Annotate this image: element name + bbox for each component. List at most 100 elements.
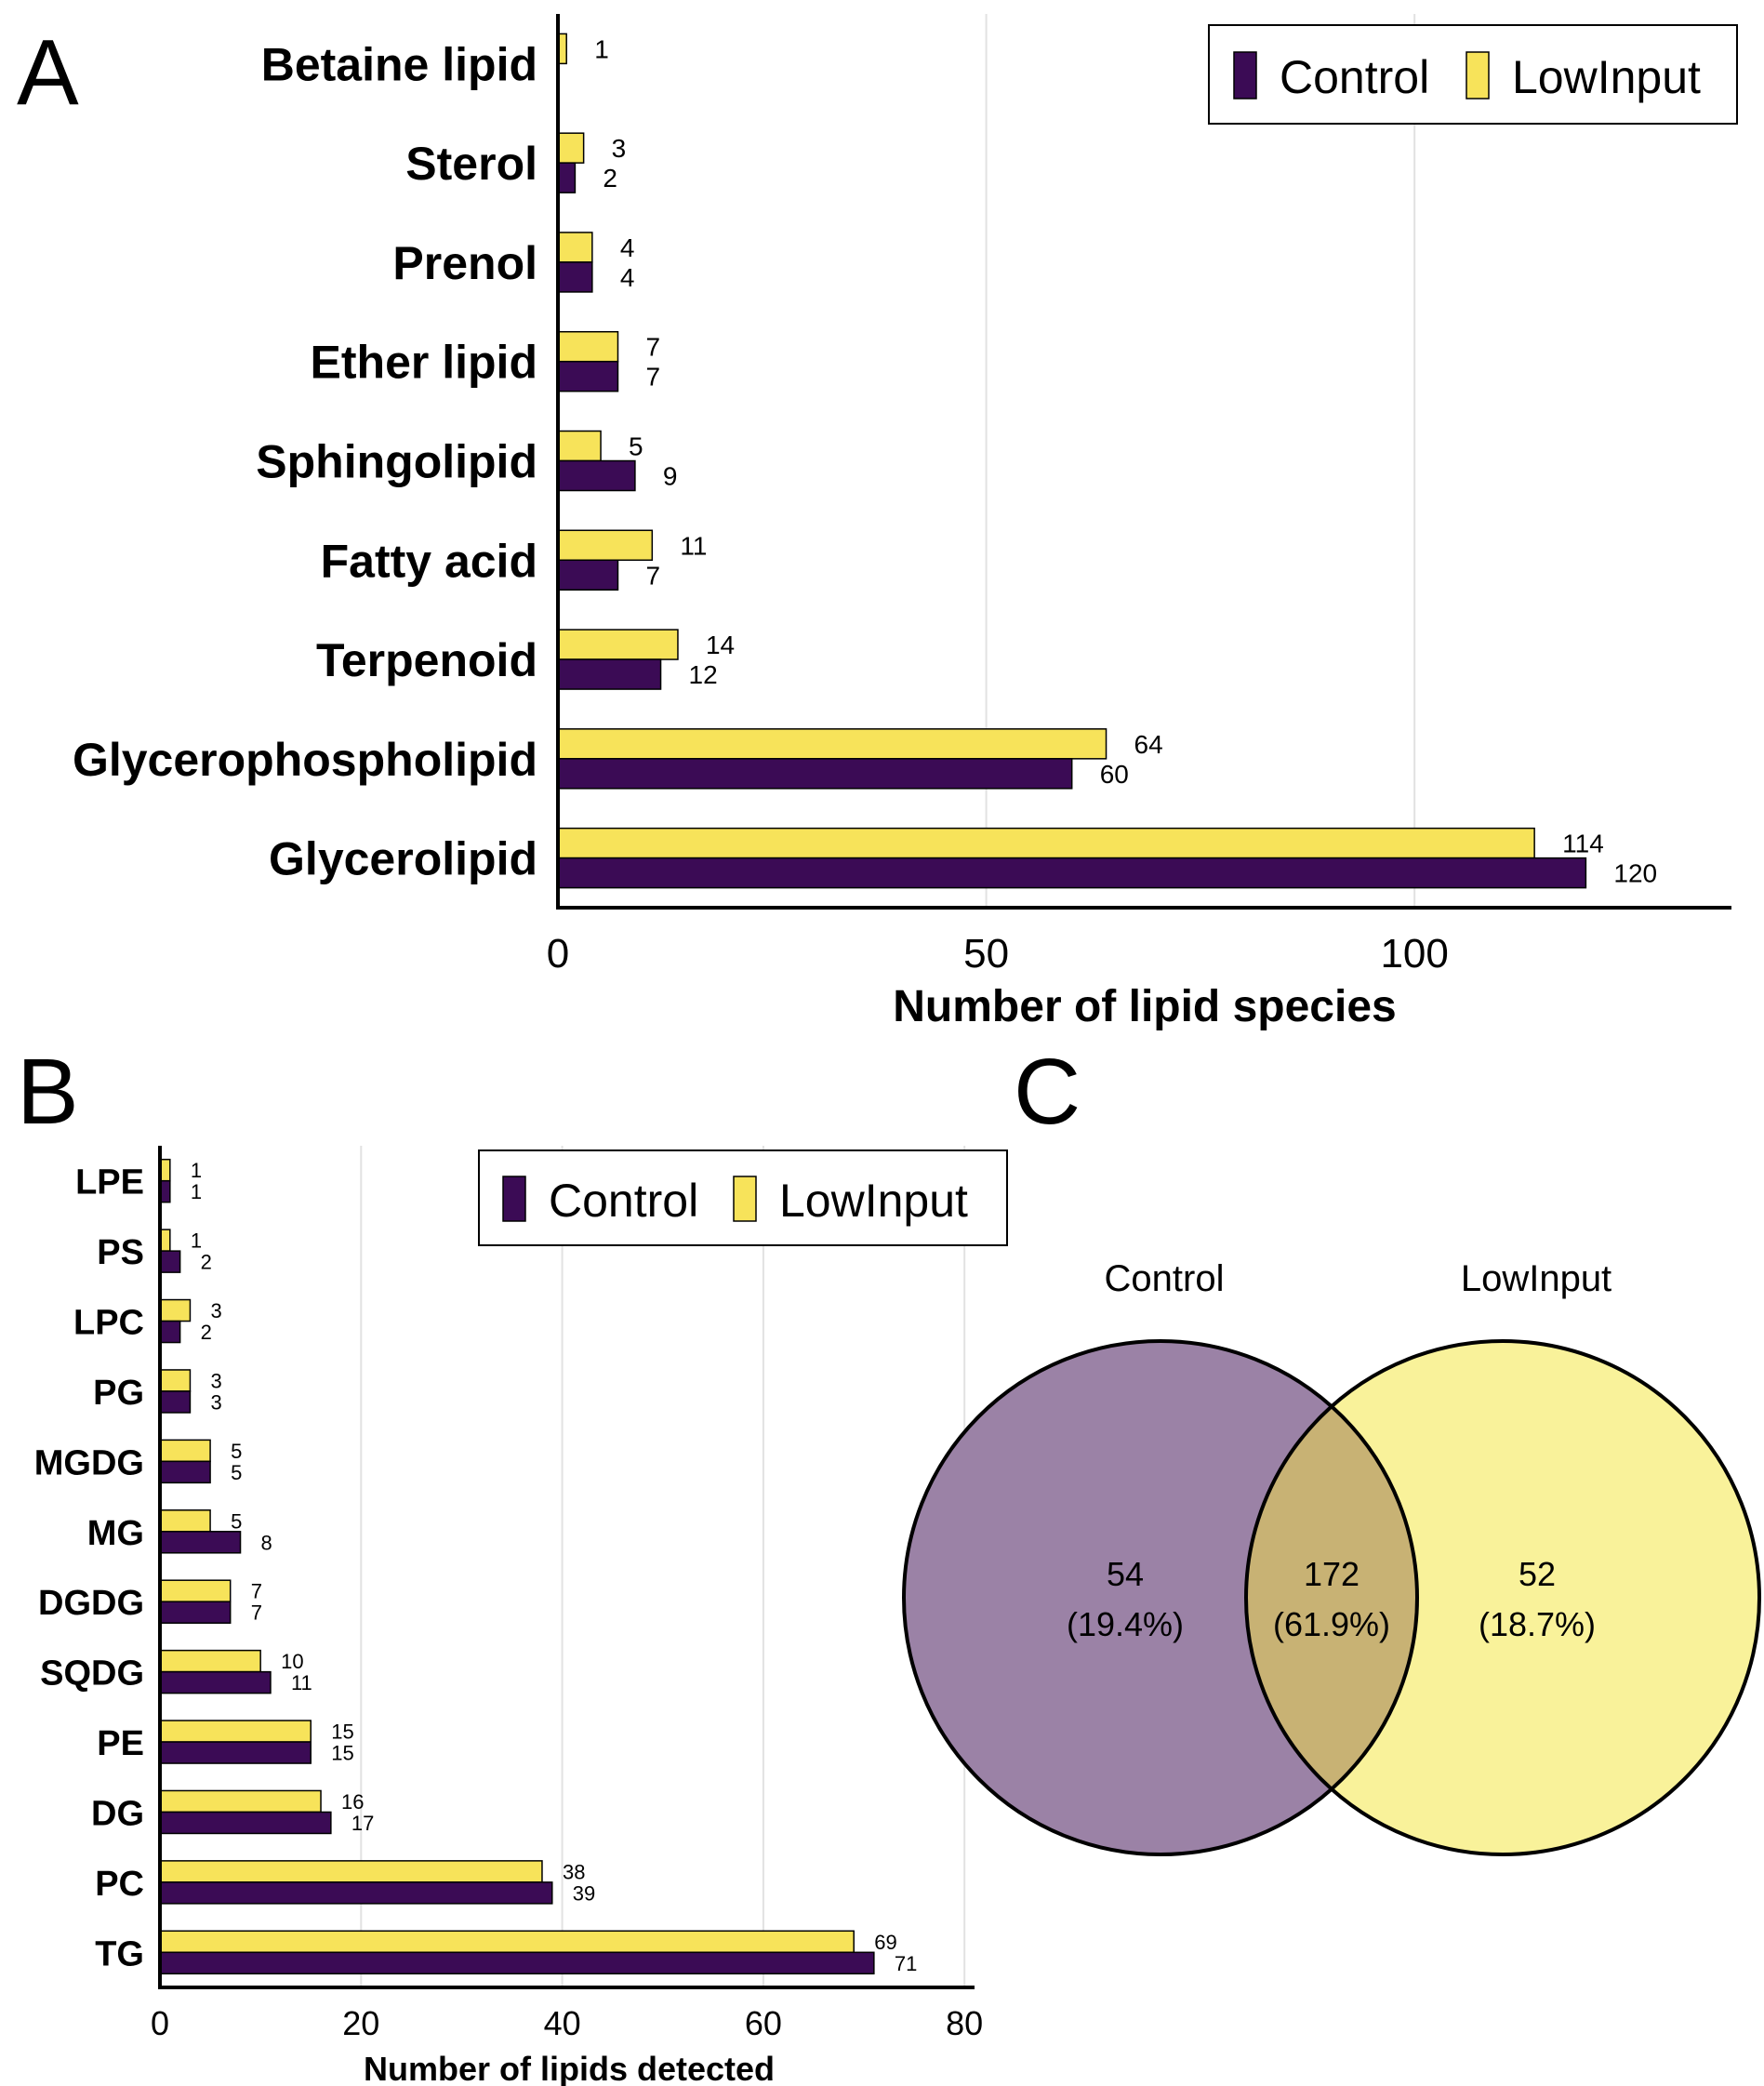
chart-a-value-lowinput-terpenoid: 14 xyxy=(706,631,735,659)
chart-b-category-lpe: LPE xyxy=(75,1163,144,1202)
chart-b-x-tick-label: 20 xyxy=(342,2004,379,2042)
chart-a-bar-lowinput-ether-lipid xyxy=(557,330,619,363)
chart-a-legend-control-swatch xyxy=(1233,51,1257,100)
chart-b-value-control-dg: 17 xyxy=(351,1812,374,1835)
chart-b-bar-lowinput-dg xyxy=(159,1789,322,1814)
venn-lowinput-only-count: 52 xyxy=(1519,1555,1556,1593)
chart-b-value-control-pg: 3 xyxy=(210,1390,221,1414)
chart-b-category-tg: TG xyxy=(95,1934,144,1973)
chart-b-value-lowinput-dgdg: 7 xyxy=(251,1580,262,1603)
chart-a-bar-lowinput-prenol xyxy=(557,232,593,263)
venn-overlap-count: 172 xyxy=(1304,1555,1359,1593)
chart-a-value-lowinput-betaine-lipid: 1 xyxy=(594,34,609,63)
chart-b-category-mg: MG xyxy=(87,1514,144,1553)
chart-b-value-lowinput-mg: 5 xyxy=(231,1509,242,1533)
chart-b-bar-control-dgdg xyxy=(159,1601,232,1624)
chart-b-category-dgdg: DGDG xyxy=(38,1584,144,1623)
chart-b-bar-control-pe xyxy=(159,1741,312,1764)
chart-a-category-glycerophospholipid: Glycerophospholipid xyxy=(73,734,537,786)
chart-b-value-control-tg: 71 xyxy=(895,1952,917,1975)
chart-b-value-control-pe: 15 xyxy=(331,1742,353,1765)
chart-b-legend-control-swatch xyxy=(502,1176,526,1222)
chart-b-x-tick-label: 40 xyxy=(544,2004,581,2042)
chart-b-value-lowinput-tg: 69 xyxy=(874,1931,896,1954)
chart-b-bar-lowinput-pc xyxy=(159,1860,543,1883)
chart-a-bar-lowinput-terpenoid xyxy=(557,629,679,660)
panel-letter-b: B xyxy=(17,1040,79,1144)
chart-b-bar-lowinput-mgdg xyxy=(159,1439,211,1463)
chart-b-bar-lowinput-sqdg xyxy=(159,1649,261,1673)
chart-a-value-lowinput-sphingolipid: 5 xyxy=(629,432,643,461)
chart-b-category-sqdg: SQDG xyxy=(40,1654,144,1694)
chart-b-category-ps: PS xyxy=(97,1233,144,1272)
chart-a-value-control-sphingolipid: 9 xyxy=(663,462,678,491)
chart-a-tick-labels: 0 50 100 xyxy=(547,931,1449,977)
chart-b-value-control-lpe: 1 xyxy=(191,1180,202,1203)
chart-a-value-control-glycerophospholipid: 60 xyxy=(1100,760,1129,789)
chart-b-value-control-sqdg: 11 xyxy=(291,1671,312,1694)
chart-b-legend: Control LowInput xyxy=(478,1149,1008,1246)
chart-a-legend-lowinput-swatch xyxy=(1466,51,1490,100)
chart-a-value-lowinput-prenol: 4 xyxy=(620,233,635,262)
chart-b-value-control-mg: 8 xyxy=(261,1531,272,1554)
chart-a-category-sphingolipid: Sphingolipid xyxy=(256,436,537,488)
chart-a-bar-lowinput-glycerophospholipid xyxy=(557,728,1107,760)
chart-a-value-control-sterol: 2 xyxy=(603,164,617,193)
chart-a-value-lowinput-glycerophospholipid: 64 xyxy=(1134,730,1163,759)
chart-b-category-pe: PE xyxy=(97,1724,144,1763)
chart-b-value-lowinput-mgdg: 5 xyxy=(231,1440,242,1463)
chart-a-category-sterol: Sterol xyxy=(405,138,537,190)
venn-overlap-percent: (61.9%) xyxy=(1273,1605,1390,1643)
chart-b-legend-lowinput-swatch xyxy=(733,1176,757,1222)
chart-a-bar-lowinput-glycerolipid xyxy=(557,827,1535,859)
chart-b-bars xyxy=(159,1158,875,1975)
chart-a-legend: Control LowInput xyxy=(1208,24,1738,125)
chart-a-bar-control-terpenoid xyxy=(557,658,662,690)
chart-b-legend-lowinput: LowInput xyxy=(779,1175,968,1227)
chart-b-category-pg: PG xyxy=(93,1374,144,1413)
chart-b-x-tick-label: 80 xyxy=(946,2004,983,2042)
chart-a-value-control-prenol: 4 xyxy=(620,263,635,292)
chart-b-value-lowinput-lpc: 3 xyxy=(210,1299,221,1322)
chart-b-value-control-lpc: 2 xyxy=(201,1321,212,1344)
chart-b-bar-lowinput-tg xyxy=(159,1930,855,1954)
chart-b-bar-lowinput-pg xyxy=(159,1369,192,1392)
chart-b-bar-lowinput-mg xyxy=(159,1509,211,1533)
chart-b-value-control-mgdg: 5 xyxy=(231,1461,242,1484)
panel-letter-a: A xyxy=(17,20,79,125)
chart-a-value-control-glycerolipid: 120 xyxy=(1613,859,1657,888)
chart-b-value-control-dgdg: 7 xyxy=(251,1601,262,1625)
chart-b-bar-lowinput-lpc xyxy=(159,1298,192,1322)
chart-a-bar-control-fatty-acid xyxy=(557,559,619,591)
chart-a-category-labels: Betaine lipid Sterol Prenol Ether lipid Sphi… xyxy=(73,38,537,884)
chart-b-bar-control-mgdg xyxy=(159,1460,211,1484)
chart-b-bar-control-lpc xyxy=(159,1320,181,1344)
chart-b-bar-control-pc xyxy=(159,1881,553,1905)
chart-b-category-lpc: LPC xyxy=(73,1304,144,1343)
chart-a-value-control-ether-lipid: 7 xyxy=(645,363,660,392)
chart-a-x-tick-label: 100 xyxy=(1380,931,1448,977)
chart-a-value-control-terpenoid: 12 xyxy=(689,660,718,689)
chart-b-bar-control-dg xyxy=(159,1811,332,1835)
chart-b-bar-control-tg xyxy=(159,1951,875,1975)
chart-b-value-lowinput-pg: 3 xyxy=(210,1369,221,1392)
chart-a-legend-control: Control xyxy=(1280,51,1429,103)
chart-b-category-labels: LPE PS LPC PG MGDG MG DGDG SQDG PE DG PC TG xyxy=(34,1163,144,1974)
chart-b-value-lowinput-pe: 15 xyxy=(331,1721,353,1744)
chart-a-bar-lowinput-fatty-acid xyxy=(557,529,654,562)
chart-a-value-lowinput-sterol: 3 xyxy=(612,134,627,163)
venn-lowinput-label: LowInput xyxy=(1461,1258,1611,1299)
chart-a-x-tick-label: 50 xyxy=(963,931,1009,977)
chart-b-legend-control: Control xyxy=(549,1175,698,1227)
chart-b-bar-control-ps xyxy=(159,1250,181,1273)
chart-b-category-pc: PC xyxy=(95,1865,144,1904)
chart-b-value-lowinput-sqdg: 10 xyxy=(281,1650,303,1673)
venn-diagram: Control LowInput 54 (19.4%) 172 (61.9%) … xyxy=(902,1258,1761,1856)
chart-b-bar-control-pg xyxy=(159,1390,192,1414)
chart-b-value-lowinput-pc: 38 xyxy=(563,1860,585,1883)
chart-a-category-terpenoid: Terpenoid xyxy=(316,634,537,686)
